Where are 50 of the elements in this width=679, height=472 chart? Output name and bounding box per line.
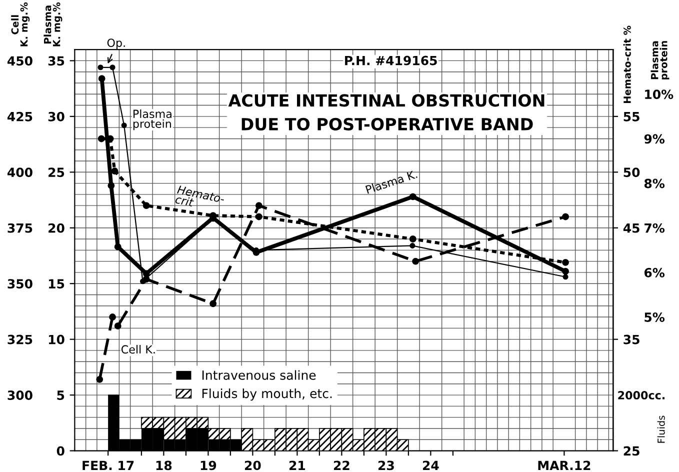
text: ACUTE INTESTINAL OBSTRUCTION DUE TO POST-OPERATIVE BAND xyxy=(228,94,544,130)
y2-axis-title: Hemato-crit % xyxy=(623,26,631,103)
y-tick-label: 0 xyxy=(56,446,64,456)
y-tick-label: 325 xyxy=(8,334,32,344)
x-tick-label: 21 xyxy=(289,460,306,470)
series-label: Plasma protein xyxy=(133,109,172,130)
y-axis-title: Cell K. mg.% xyxy=(11,2,30,46)
x-tick-label: 18 xyxy=(156,460,172,470)
x-tick-label: 19 xyxy=(200,460,216,470)
x-tick-label: FEB. 17 xyxy=(82,460,134,470)
x-tick-label: 20 xyxy=(244,460,261,470)
y2-tick-label: 50 xyxy=(624,168,640,178)
y-tick-label: 30 xyxy=(48,112,64,122)
x-tick-label: 22 xyxy=(334,460,350,470)
y3-tick-label: 9% xyxy=(644,134,665,144)
text: Plasma K. xyxy=(365,170,418,194)
y-tick-label: 350 xyxy=(8,279,32,289)
legend-label: Intravenous saline xyxy=(202,370,316,380)
annotation: Op. xyxy=(107,38,125,50)
y-tick-label: 450 xyxy=(7,56,32,66)
y-tick-label: 20 xyxy=(48,223,64,233)
x-tick-label: MAR.12 xyxy=(538,460,590,470)
y3-tick-label: 5% xyxy=(644,312,665,322)
y3-tick-label: 6% xyxy=(644,268,665,278)
y-tick-label: 400 xyxy=(7,168,32,178)
series-label: Cell K. xyxy=(121,344,155,354)
y-tick-label: 300 xyxy=(8,390,32,400)
y2-tick-label: 45 xyxy=(623,224,640,233)
y-tick-label: 15 xyxy=(48,279,64,289)
y-tick-label: 375 xyxy=(8,223,32,233)
x-tick-label: 24 xyxy=(422,460,439,470)
x-tick-label: 23 xyxy=(378,460,394,470)
y2-tick-label: 35 xyxy=(624,334,640,344)
y2-tick-label: 2000cc. xyxy=(618,391,664,400)
y-tick-label: 5 xyxy=(57,390,64,400)
y-tick-label: 25 xyxy=(48,168,64,178)
chart-subtitle: P.H. #419165 xyxy=(345,56,437,66)
y3-tick-label: 8% xyxy=(644,178,665,188)
text: Hemato- crit xyxy=(175,185,225,207)
y3-tick-label: 7% xyxy=(644,223,665,233)
y-tick-label: 425 xyxy=(7,112,32,122)
y2-tick-label: 55 xyxy=(624,112,640,122)
y-tick-label: 10 xyxy=(48,334,64,344)
y3-tick-label: 10% xyxy=(645,90,674,100)
legend-label: Fluids by mouth, etc. xyxy=(202,388,332,401)
y-tick-label: 35 xyxy=(48,56,64,66)
y2-tick-label: 25 xyxy=(624,446,640,456)
y3-axis-title: Plasma protein xyxy=(650,41,670,80)
y-axis-title: Plasma K. mg.% xyxy=(44,2,62,46)
y2-axis-title: Fluids xyxy=(657,416,665,443)
